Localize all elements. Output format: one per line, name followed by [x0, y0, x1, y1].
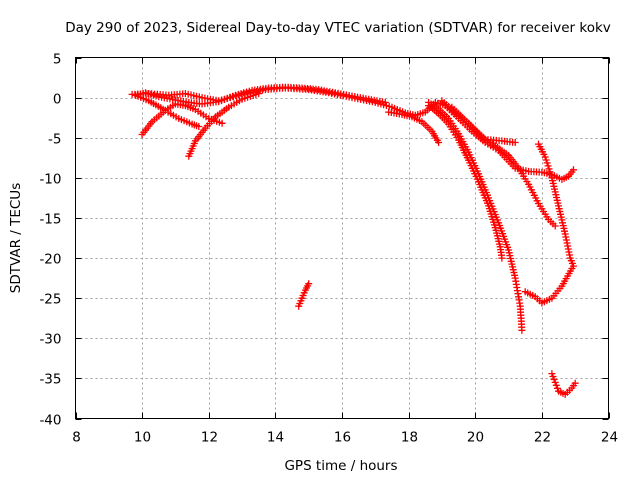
- x-tick-label: 14: [267, 430, 284, 446]
- series-track-11: [535, 140, 577, 270]
- series-track-14: [295, 280, 313, 310]
- x-axis-label: GPS time / hours: [284, 458, 397, 474]
- y-tick-label: -30: [39, 332, 61, 348]
- axis-ticks: 8 10 12 14 16 18 20 22 24 5 0 -5 -10 -15 -20 -25 -30 -35 -…: [39, 52, 618, 446]
- series-track-6: [385, 108, 443, 146]
- y-axis-label: SDTVAR / TECUs: [8, 183, 24, 293]
- y-tick-label: -5: [48, 132, 61, 148]
- x-tick-label: 8: [72, 430, 81, 446]
- x-tick-label: 22: [534, 430, 551, 446]
- y-tick-label: -15: [39, 212, 61, 228]
- chart-title: Day 290 of 2023, Sidereal Day-to-day VTE…: [65, 20, 611, 36]
- x-tick-label: 12: [201, 430, 218, 446]
- x-tick-label: 16: [334, 430, 351, 446]
- y-tick-label: -40: [39, 413, 61, 429]
- y-tick-label: -20: [39, 252, 61, 268]
- series-track-13: [548, 370, 579, 398]
- grid: [75, 57, 609, 419]
- x-tick-label: 20: [467, 430, 484, 446]
- x-tick-label: 10: [134, 430, 151, 446]
- series-track-5: [185, 90, 263, 160]
- series-track-10: [448, 103, 519, 146]
- y-tick-label: 5: [53, 52, 62, 68]
- series-track-8: [425, 102, 506, 262]
- y-tick-label: -25: [39, 292, 61, 308]
- y-tick-label: -35: [39, 372, 61, 388]
- y-tick-label: -10: [39, 172, 61, 188]
- series-track-12: [521, 265, 576, 307]
- series-track-1: [128, 84, 577, 183]
- x-tick-label: 18: [401, 430, 418, 446]
- x-tick-label: 24: [601, 430, 618, 446]
- data-points: [128, 83, 579, 398]
- series-track-4: [138, 100, 226, 138]
- y-tick-label: 0: [53, 92, 62, 108]
